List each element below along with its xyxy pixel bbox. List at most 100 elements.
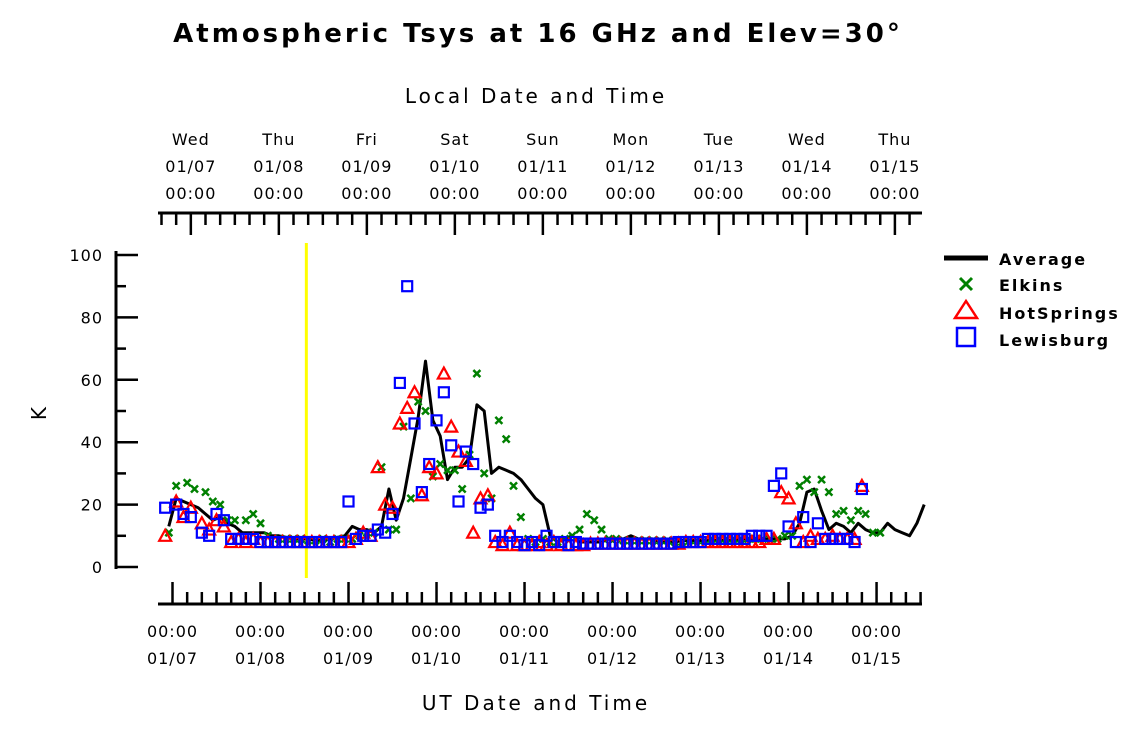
point-lewisburg (210, 507, 223, 521)
point-lewisburg (364, 529, 377, 542)
point-lewisburg (437, 386, 450, 399)
point-elkins-stroke (171, 481, 181, 491)
point-lewisburg (445, 439, 458, 452)
point-elkins-stroke (875, 528, 885, 538)
point-lewisburg (298, 535, 311, 549)
bottom-axis-label: UT Date and Time (422, 691, 650, 715)
point-lewisburg (327, 535, 340, 549)
point-lewisburg (540, 529, 553, 542)
point-lewisburg (811, 517, 824, 530)
point-lewisburg (386, 507, 399, 521)
legend-label-elkins: Elkins (999, 276, 1064, 295)
x-tick-label-time: 00:00 (587, 622, 638, 641)
point-lewisburg (467, 457, 480, 471)
point-hotsprings (157, 527, 174, 542)
top-axis-label: Local Date and Time (405, 84, 667, 108)
x-tick-label-date: 01/13 (675, 649, 726, 668)
point-elkins (171, 481, 181, 491)
point-elkins-stroke (391, 525, 401, 534)
point-elkins-stroke (846, 515, 856, 525)
top-tick-label-date: 01/07 (165, 157, 216, 176)
point-lewisburg (701, 532, 714, 546)
point-lewisburg (562, 539, 575, 552)
x-tick-label-date: 01/14 (763, 649, 814, 668)
point-elkins-stroke (457, 484, 467, 494)
x-tick-label-date: 01/10 (411, 649, 462, 668)
point-elkins (824, 487, 834, 497)
point-lewisburg (239, 532, 252, 546)
point-lewisburg (291, 535, 304, 549)
point-lewisburg (349, 532, 362, 546)
point-elkins (853, 506, 863, 516)
point-lewisburg (313, 535, 326, 549)
point-elkins (450, 465, 460, 475)
point-lewisburg (687, 535, 700, 549)
point-elkins (795, 481, 804, 491)
point-lewisburg (716, 532, 729, 546)
point-lewisburg (320, 535, 333, 549)
point-lewisburg (393, 376, 406, 390)
point-elkins (575, 525, 584, 534)
point-elkins (817, 475, 826, 485)
point-hotsprings (428, 465, 445, 480)
point-elkins (201, 487, 210, 497)
x-tick-label-date: 01/08 (235, 649, 286, 668)
point-elkins (780, 531, 790, 541)
point-lewisburg (371, 523, 384, 536)
point-elkins (516, 512, 526, 522)
point-lewisburg (804, 535, 817, 549)
point-elkins (839, 506, 848, 516)
top-tick-label-day: Thu (261, 130, 295, 149)
point-lewisburg (569, 535, 582, 549)
point-elkins-stroke (817, 475, 826, 485)
point-elkins-stroke (472, 369, 482, 378)
point-lewisburg (159, 501, 172, 514)
x-tick-label-time: 00:00 (851, 622, 902, 641)
point-lewisburg (789, 535, 802, 549)
top-tick-label-time: 00:00 (253, 184, 304, 203)
point-elkins (875, 528, 885, 538)
point-lewisburg (459, 445, 472, 458)
point-elkins-stroke (802, 475, 812, 485)
top-tick-label-time: 00:00 (781, 184, 832, 203)
point-elkins-stroke (182, 478, 192, 488)
point-hotsprings (384, 499, 401, 514)
point-lewisburg (635, 537, 648, 550)
point-lewisburg (657, 537, 670, 550)
series-hotsprings (157, 365, 870, 552)
point-hotsprings (436, 365, 452, 380)
point-lewisburg (833, 532, 846, 546)
point-lewisburg (184, 510, 197, 524)
legend-square-icon (955, 326, 977, 348)
legend: Average Elkins HotSprings Lewisburg (944, 250, 1118, 350)
point-lewisburg (408, 417, 421, 430)
point-lewisburg (225, 532, 238, 546)
top-tick-label-time: 00:00 (429, 184, 480, 203)
point-lewisburg (283, 535, 296, 549)
point-lewisburg (723, 532, 736, 546)
point-lewisburg (826, 532, 839, 546)
point-lewisburg (379, 526, 392, 539)
point-lewisburg (195, 526, 208, 539)
legend-triangle-icon (952, 298, 980, 320)
point-elkins-stroke (868, 528, 878, 538)
point-elkins (472, 369, 482, 378)
top-tick-label-date: 01/11 (517, 157, 568, 176)
point-elkins (479, 469, 489, 478)
point-elkins (846, 515, 856, 525)
point-elkins (831, 509, 841, 519)
series-lewisburg (159, 280, 868, 552)
point-lewisburg (819, 532, 832, 546)
point-lewisburg (430, 414, 443, 427)
x-tick-label-time: 00:00 (147, 622, 198, 641)
top-tick-label-date: 01/09 (341, 157, 392, 176)
point-lewisburg (342, 495, 355, 508)
point-elkins-stroke (190, 484, 199, 494)
point-elkins-stroke (479, 469, 489, 478)
point-lewisburg (672, 535, 685, 549)
top-tick-label-time: 00:00 (517, 184, 568, 203)
point-hotsprings (443, 418, 460, 433)
point-elkins-stroke (853, 506, 863, 516)
point-elkins (509, 481, 518, 491)
